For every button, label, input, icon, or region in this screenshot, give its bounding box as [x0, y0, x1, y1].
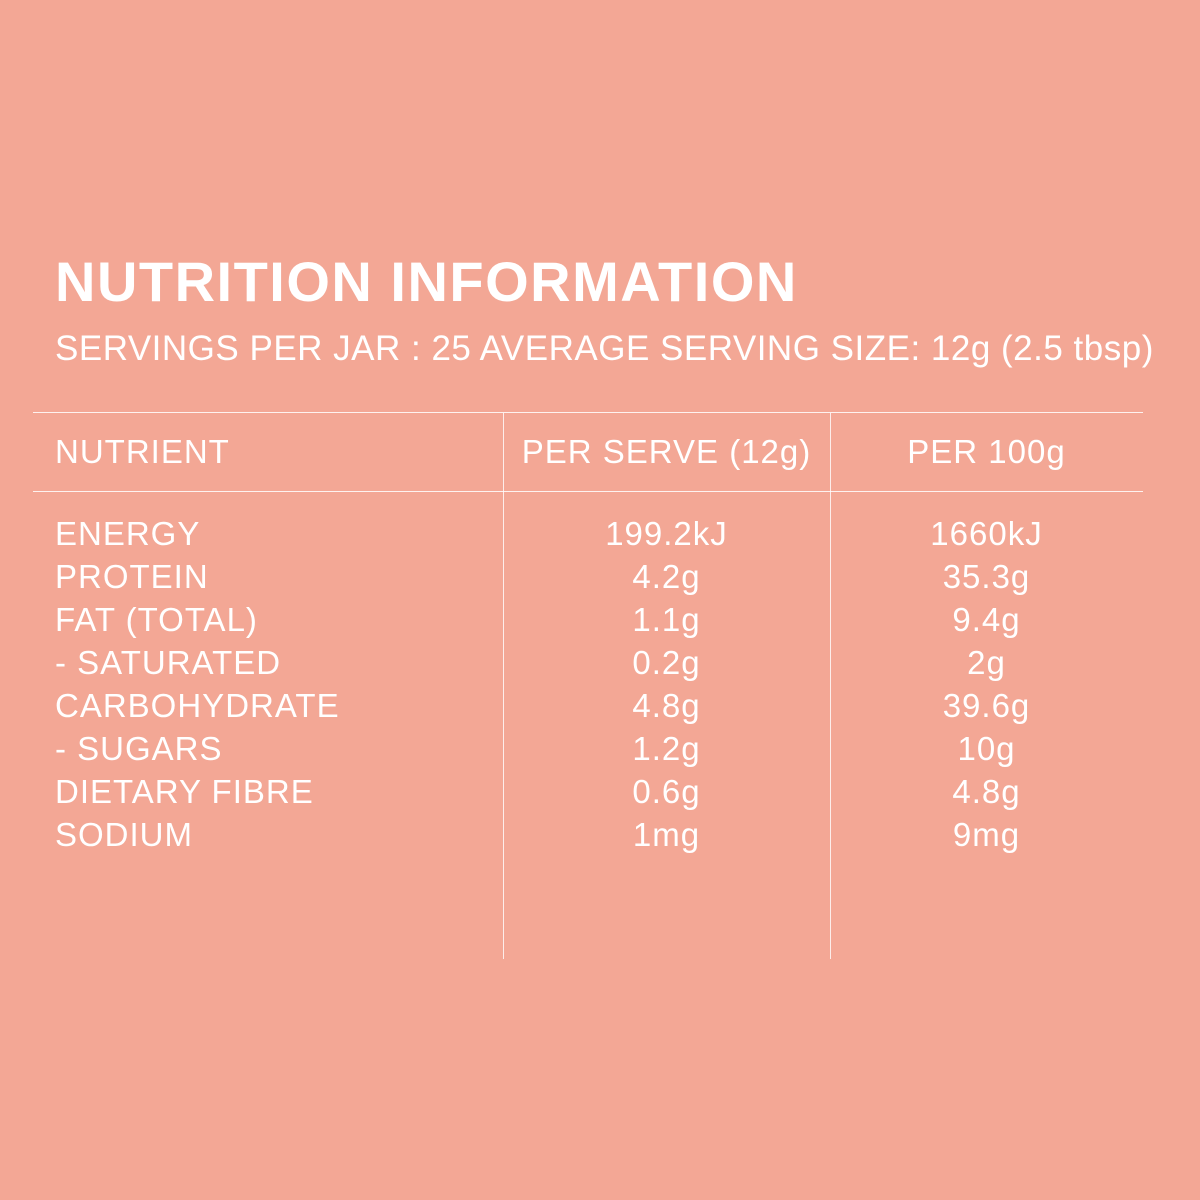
table-row: - SUGARS 1.2g 10g	[33, 727, 1143, 770]
per-100g-value: 39.6g	[942, 686, 1031, 724]
column-header-per-serve: PER SERVE (12g)	[521, 433, 812, 470]
per-100g-value: 2g	[967, 643, 1006, 681]
per-serve-value: 1mg	[632, 815, 701, 853]
nutrient-name-cell: - SUGARS	[55, 729, 223, 767]
nutrient-name-cell: - SATURATED	[55, 643, 282, 681]
per-100g-value: 4.8g	[952, 772, 1021, 810]
nutrient-name-cell: CARBOHYDRATE	[55, 686, 340, 724]
per-serve-value: 0.6g	[632, 772, 701, 810]
per-serve-value: 1.2g	[632, 729, 701, 767]
table-body: ENERGY 199.2kJ 1660kJ PROTEIN 4.2g 35.3g…	[33, 492, 1143, 856]
table-row: ENERGY 199.2kJ 1660kJ	[33, 512, 1143, 555]
table-row: DIETARY FIBRE 0.6g 4.8g	[33, 770, 1143, 813]
table-row: PROTEIN 4.2g 35.3g	[33, 555, 1143, 598]
per-100g-value: 9mg	[952, 815, 1021, 853]
per-100g-value: 10g	[957, 729, 1016, 767]
table-row: CARBOHYDRATE 4.8g 39.6g	[33, 684, 1143, 727]
servings-info: SERVINGS PER JAR : 25 AVERAGE SERVING SI…	[55, 329, 1154, 368]
nutrient-name-cell: PROTEIN	[55, 557, 209, 595]
per-100g-value: 1660kJ	[930, 514, 1043, 552]
per-100g-value: 35.3g	[942, 557, 1031, 595]
column-header-nutrient: NUTRIENT	[55, 433, 230, 470]
per-serve-value: 1.1g	[632, 600, 701, 638]
nutrient-name-cell: FAT (TOTAL)	[55, 600, 258, 638]
per-serve-value: 4.2g	[632, 557, 701, 595]
nutrient-name-cell: ENERGY	[55, 514, 201, 552]
per-serve-value: 4.8g	[632, 686, 701, 724]
nutrition-table: NUTRIENT PER SERVE (12g) PER 100g ENERGY…	[33, 412, 1143, 959]
per-serve-value: 199.2kJ	[605, 514, 728, 552]
nutrient-name-cell: DIETARY FIBRE	[55, 772, 314, 810]
column-divider	[830, 413, 831, 959]
table-row: SODIUM 1mg 9mg	[33, 813, 1143, 856]
nutrient-name-cell: SODIUM	[55, 815, 193, 853]
column-header-per-100g: PER 100g	[907, 433, 1066, 470]
per-100g-value: 9.4g	[952, 600, 1021, 638]
table-row: FAT (TOTAL) 1.1g 9.4g	[33, 598, 1143, 641]
table-row: - SATURATED 0.2g 2g	[33, 641, 1143, 684]
page-title: NUTRITION INFORMATION	[55, 250, 798, 313]
table-header-row: NUTRIENT PER SERVE (12g) PER 100g	[33, 413, 1143, 492]
column-divider	[503, 413, 504, 959]
per-serve-value: 0.2g	[632, 643, 701, 681]
